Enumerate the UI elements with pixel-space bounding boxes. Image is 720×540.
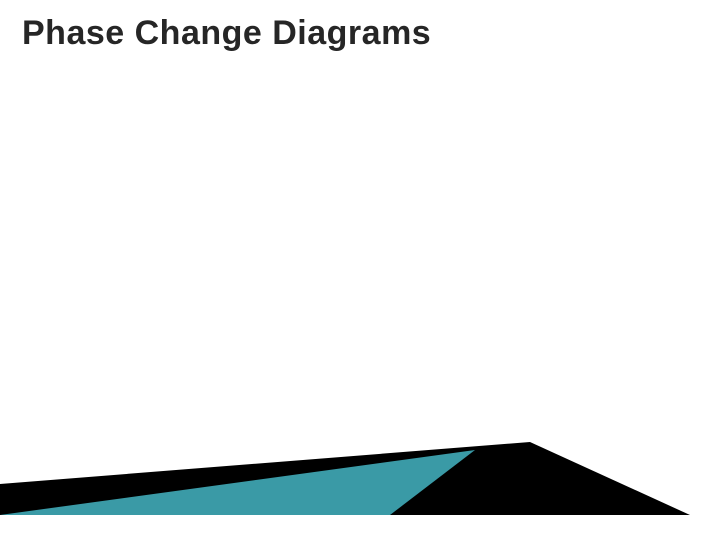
slide-title: Phase Change Diagrams (22, 14, 431, 53)
slide-decor (0, 420, 720, 540)
decor-black-wedge (0, 442, 690, 515)
slide: Phase Change Diagrams (0, 0, 720, 540)
decor-teal-wedge (0, 450, 475, 515)
